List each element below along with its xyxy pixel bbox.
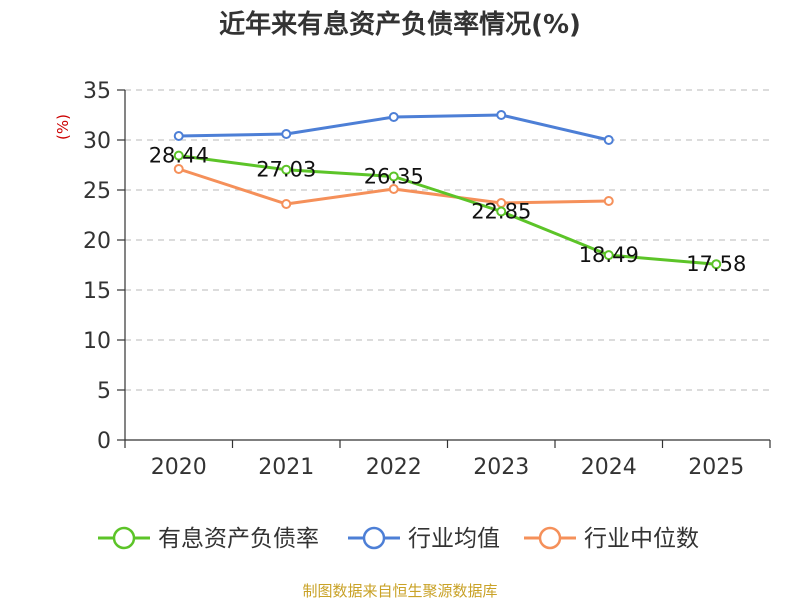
y-tick-label: 25 <box>83 179 111 204</box>
series-line <box>178 154 717 266</box>
data-label: 26.35 <box>364 165 424 189</box>
y-tick-label: 35 <box>83 79 111 104</box>
legend-label: 行业均值 <box>408 526 500 552</box>
data-point <box>173 150 184 161</box>
data-point <box>281 129 292 139</box>
data-point <box>388 112 399 122</box>
legend-label: 有息资产负债率 <box>158 526 319 552</box>
y-tick-label: 15 <box>83 279 111 304</box>
data-label: 17.58 <box>686 252 746 276</box>
y-tick-label: 5 <box>97 379 111 404</box>
legend-marker <box>112 526 136 550</box>
data-point <box>603 135 614 145</box>
legend-item-0: 有息资产负债率 <box>98 526 319 552</box>
data-point <box>388 171 399 182</box>
legend-item-2: 行业中位数 <box>524 526 699 552</box>
data-label: 22.85 <box>471 200 531 224</box>
x-tick-label: 2025 <box>688 455 744 480</box>
y-axis-label: (%) <box>54 114 72 140</box>
data-point <box>281 199 292 209</box>
data-point <box>173 131 184 141</box>
series-0 <box>173 150 722 270</box>
x-tick-label: 2020 <box>151 455 207 480</box>
data-point <box>603 196 614 206</box>
data-label: 18.49 <box>579 243 639 267</box>
legend-marker <box>362 526 386 550</box>
data-point <box>388 184 399 194</box>
y-tick-label: 30 <box>83 129 111 154</box>
data-label: 28.44 <box>149 144 209 168</box>
data-point <box>281 164 292 175</box>
series-2 <box>173 164 614 209</box>
x-tick-label: 2021 <box>258 455 314 480</box>
legend-marker <box>538 526 562 550</box>
y-tick-label: 10 <box>83 329 111 354</box>
legend-label: 行业中位数 <box>584 526 699 552</box>
x-tick-label: 2024 <box>581 455 637 480</box>
data-point <box>711 259 722 270</box>
series-1 <box>173 110 614 145</box>
data-label: 27.03 <box>256 158 316 182</box>
data-point <box>496 206 507 217</box>
y-tick-label: 20 <box>83 229 111 254</box>
source-note: 制图数据来自恒生聚源数据库 <box>302 582 497 600</box>
chart-title: 近年来有息资产负债率情况(%) <box>219 9 581 40</box>
y-tick-label: 0 <box>97 429 111 454</box>
data-point <box>173 164 184 174</box>
x-tick-label: 2023 <box>473 455 529 480</box>
data-point <box>496 110 507 120</box>
x-tick-label: 2022 <box>366 455 422 480</box>
legend-item-1: 行业均值 <box>348 526 500 552</box>
data-point <box>603 250 614 261</box>
